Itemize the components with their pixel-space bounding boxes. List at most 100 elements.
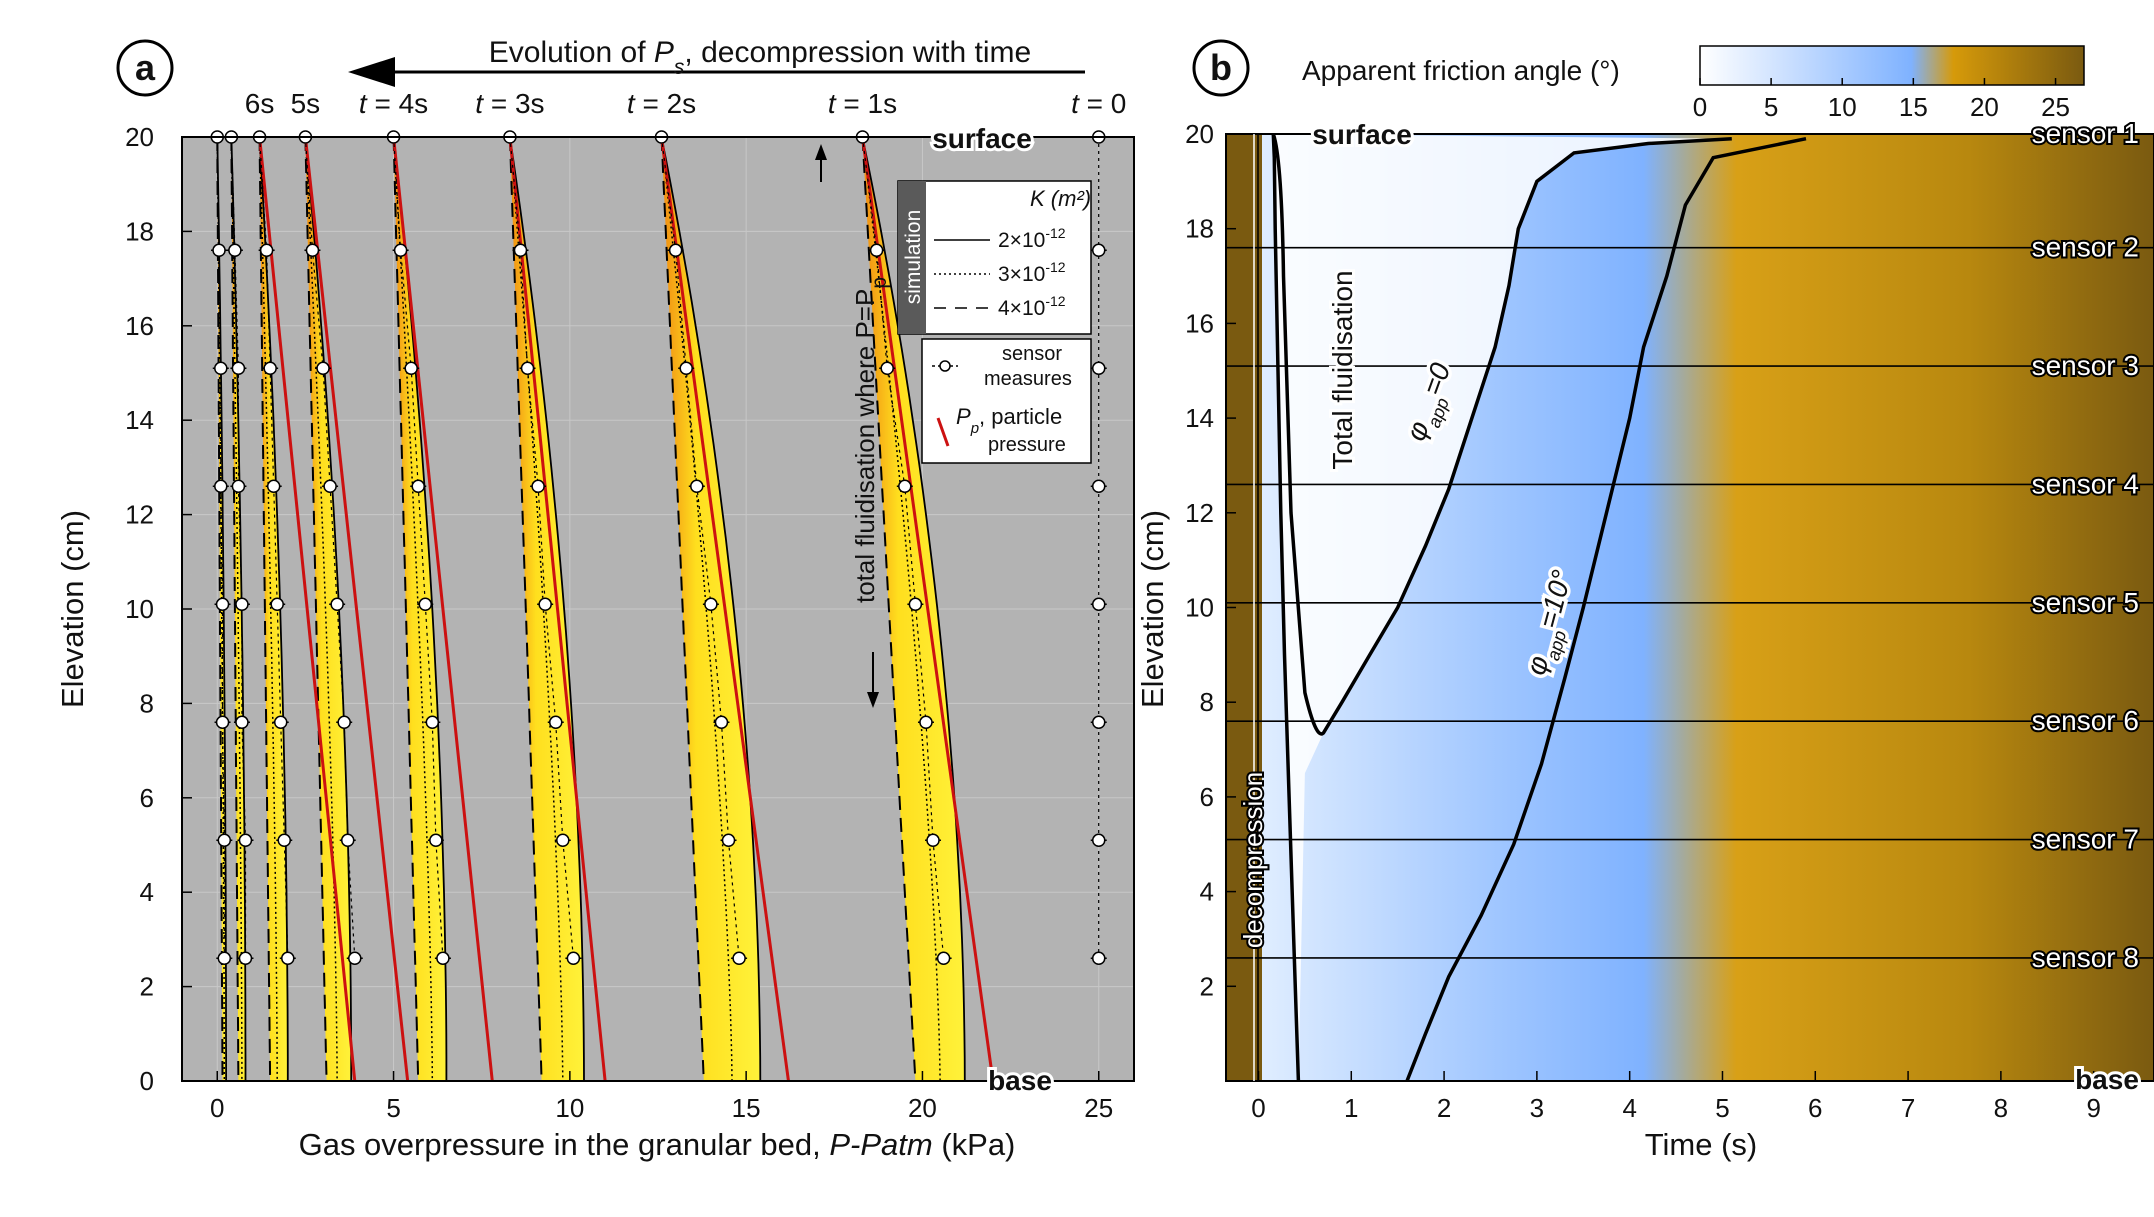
sensor-point [348,951,362,966]
sensor-point [263,361,277,376]
colorbar-ticks: 0 5 10 15 20 25 [1693,78,2070,122]
particle-pressure-3s [508,137,607,1081]
svg-text:b: b [1210,47,1232,88]
fluidised-region [1273,134,1732,1081]
sensor-line-2s [660,136,740,959]
panel-b: b Apparent friction angle (°) 0 5 10 15 20 25… [1135,39,2154,1162]
svg-text:4×10-12: 4×10-12 [998,293,1066,320]
surface-label-a: surface [932,123,1032,154]
colorbar-tick-label: 10 [1828,92,1857,122]
sensor-point [281,951,295,966]
sensor-lines [1226,134,2154,959]
panel-a-letter: a [116,39,174,97]
x-tick-label: 25 [1084,1093,1113,1123]
sensor-point [531,479,545,494]
time-label: t = 3s [475,88,544,119]
svg-text:sensor: sensor [1002,343,1062,365]
sensor-point [215,597,230,612]
y-tick-label: 2 [140,972,154,1002]
colorbar-tick-label: 15 [1899,92,1928,122]
sensor-line-3s [509,136,574,959]
base-label-b: base [2075,1064,2139,1095]
sensor-point [228,243,242,258]
particle-pressure-4s [392,137,494,1081]
contour-phi0 [1271,134,1732,736]
decompression-front [1271,134,1301,1081]
legend-measures: sensor measures Pp, particle pressure [921,338,1092,464]
sensor-point [1091,951,1106,966]
x-tick-label: 15 [732,1093,761,1123]
sensor-point [1091,243,1106,258]
svg-text:measures: measures [984,368,1072,390]
profile-k4-6s [258,137,272,1081]
sensor-point [238,951,253,966]
svg-text:3×10-12: 3×10-12 [998,259,1066,286]
x-tick-label: 5 [386,1093,400,1123]
legend-entry-k2: 2×10-12 [934,225,1066,252]
sensor-line-8s [216,136,225,959]
x-tick-label: 8 [1994,1093,2008,1123]
sensor-line-1s [861,136,945,959]
panel-b-letter: b [1192,39,1250,97]
colorbar-tick-label: 25 [2041,92,2070,122]
svg-text:a: a [135,47,156,88]
y-tick-label: 6 [140,783,154,813]
x-tick-label: 1 [1344,1093,1358,1123]
sensor-label: sensor 6 [2032,705,2139,736]
particle-pressure-6s [258,137,357,1081]
sensor-point [690,479,704,494]
sensor-point [732,951,746,966]
y-tick-label: 12 [125,500,154,530]
sensor-point [273,715,288,730]
y-tick-label: 16 [1185,308,1214,338]
sensor-point [714,715,729,730]
sensor-point [908,597,923,612]
y-tick-label: 2 [1200,971,1214,1001]
profile-k4-3s [508,137,543,1081]
contour-phi10 [1405,136,1807,1081]
sensor-point [1091,479,1106,494]
sensor-point [214,479,228,494]
sensor-point [1091,833,1106,848]
x-tick-label: 0 [1251,1093,1265,1123]
sensor-point [679,361,693,376]
sensor-point [235,715,249,730]
y-tick-label: 18 [125,216,154,246]
sensor-point [566,951,581,966]
sensor-point [337,715,351,730]
svg-text:2×10-12: 2×10-12 [998,225,1066,252]
sensor-point [217,951,232,966]
y-tick-label: 14 [1185,403,1214,433]
ylabel-a: Elevation (cm) [55,510,90,708]
sensor-point [330,597,344,612]
evolution-annotation: Evolution of Ps, decompression with time [348,36,1085,87]
sensor-point [436,951,450,966]
sensor-line-5s [304,136,356,959]
heatmap [1226,134,2154,1081]
legend-simulation: simulation K (m²) 2×10-12 3×10-12 4×10-1… [897,180,1092,335]
y-tick-label: 20 [1185,119,1214,149]
sensor-label: sensor 4 [2032,468,2139,499]
svg-text:Pp, particle: Pp, particle [956,404,1062,437]
sensor-point [411,479,425,494]
x-tick-label: 10 [555,1093,584,1123]
svg-text:simulation: simulation [902,210,925,305]
sensor-point [270,597,284,612]
y-tick-label: 8 [1200,687,1214,717]
sensor-point [393,243,408,258]
sensor-label: sensor 3 [2032,350,2139,381]
sensor-point [217,833,232,848]
y-tick-label: 18 [1185,214,1214,244]
surface-label-b: surface [1312,119,1412,150]
sensor-line-4s [393,136,444,959]
y-tick-label: 6 [1200,782,1214,812]
y-tick-label: 4 [140,877,154,907]
profile-k3-1s [861,137,941,1081]
sensor-point [215,715,230,730]
sensor-point [340,833,355,848]
total-fluidisation-note: total fluidisation where P=Pp [815,144,891,708]
profile-k4-1s [861,137,917,1081]
sensor-point [721,833,736,848]
y-tick-label: 0 [140,1066,154,1096]
y-tick-label: 8 [140,688,154,718]
